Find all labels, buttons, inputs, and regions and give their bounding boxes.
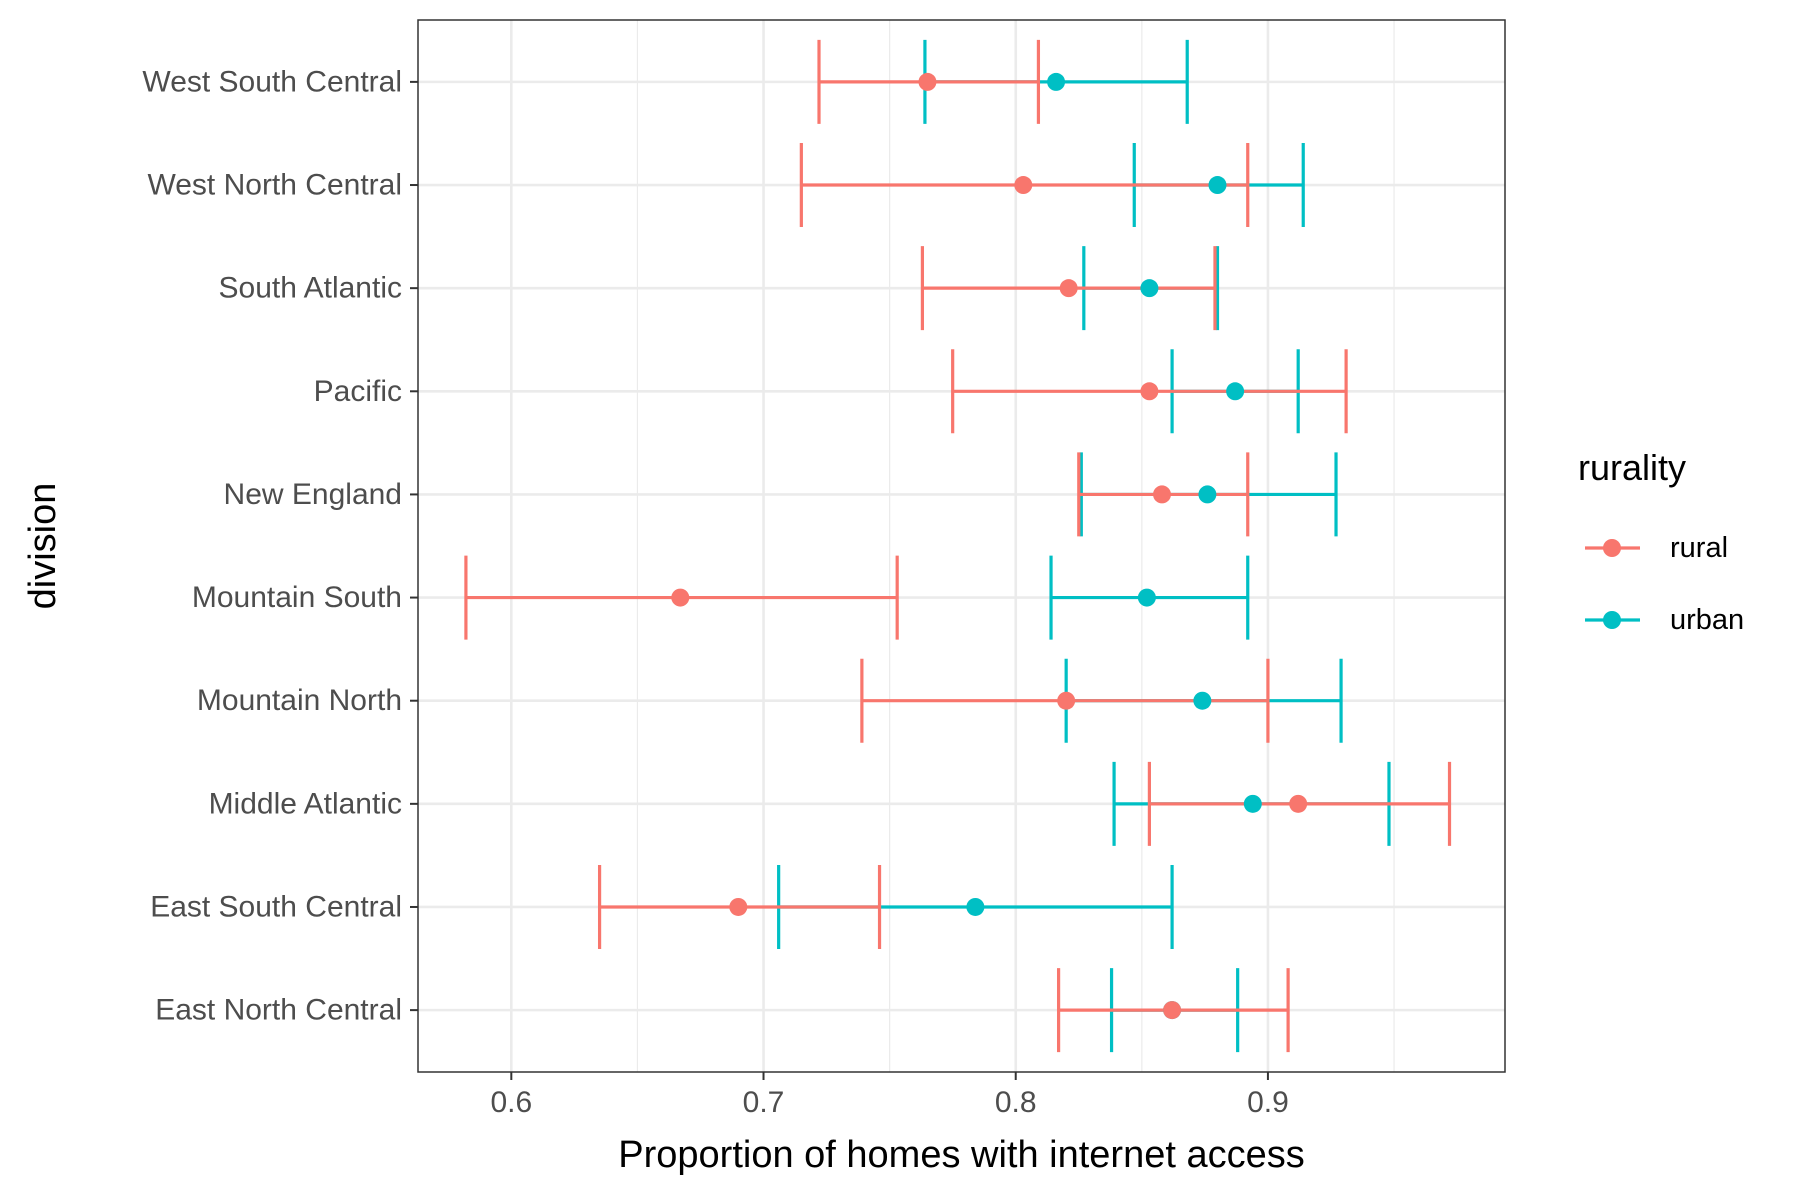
y-tick-label: New England xyxy=(224,478,402,511)
chart-marks xyxy=(464,39,1452,1053)
point-rural xyxy=(918,72,937,91)
point-rural xyxy=(1289,794,1308,813)
grid xyxy=(418,20,1505,1072)
point-urban xyxy=(1226,382,1245,401)
y-axis-title: division xyxy=(22,483,64,610)
point-urban xyxy=(1198,485,1217,504)
point-rural xyxy=(1057,691,1076,710)
y-tick-label: Mountain North xyxy=(197,684,402,717)
point-rural xyxy=(1140,382,1159,401)
legend-label-rural: rural xyxy=(1670,532,1728,564)
y-tick-label: West North Central xyxy=(147,169,402,202)
point-rural xyxy=(729,897,748,916)
y-tick-label: Pacific xyxy=(314,375,402,408)
y-tick-label: West South Central xyxy=(142,65,402,98)
points-rural xyxy=(671,72,1308,1020)
y-tick-label: Mountain South xyxy=(192,581,402,614)
legend-key-point-urban xyxy=(1603,611,1621,629)
series-urban xyxy=(777,39,1391,1053)
point-urban xyxy=(966,897,985,916)
point-urban xyxy=(1047,72,1066,91)
point-urban xyxy=(1137,588,1156,607)
axes: East North Central East South Central Midd… xyxy=(142,65,1288,1119)
points-urban xyxy=(966,72,1262,1020)
y-tick-label: East South Central xyxy=(150,890,402,923)
legend-key-point-rural xyxy=(1603,539,1621,557)
legend: rurality rural urban xyxy=(1578,447,1744,636)
y-tick-label: East North Central xyxy=(155,994,402,1027)
x-tick-label: 0.9 xyxy=(1247,1086,1289,1119)
point-rural xyxy=(1059,279,1078,298)
plot-panel-border xyxy=(417,19,1506,1073)
x-tick-label: 0.7 xyxy=(743,1086,785,1119)
x-axis-title: Proportion of homes with internet access xyxy=(618,1134,1304,1176)
point-urban xyxy=(1193,691,1212,710)
point-urban xyxy=(1140,279,1159,298)
x-tick-label: 0.8 xyxy=(995,1086,1037,1119)
legend-title: rurality xyxy=(1578,447,1686,488)
y-tick-label: Middle Atlantic xyxy=(209,787,402,820)
point-rural xyxy=(1163,1001,1182,1020)
point-rural xyxy=(671,588,690,607)
x-tick-label: 0.6 xyxy=(490,1086,532,1119)
point-rural xyxy=(1014,176,1033,195)
y-tick-label: South Atlantic xyxy=(219,272,402,305)
point-urban xyxy=(1208,176,1227,195)
point-rural xyxy=(1153,485,1172,504)
legend-label-urban: urban xyxy=(1670,604,1744,636)
point-urban xyxy=(1243,794,1262,813)
